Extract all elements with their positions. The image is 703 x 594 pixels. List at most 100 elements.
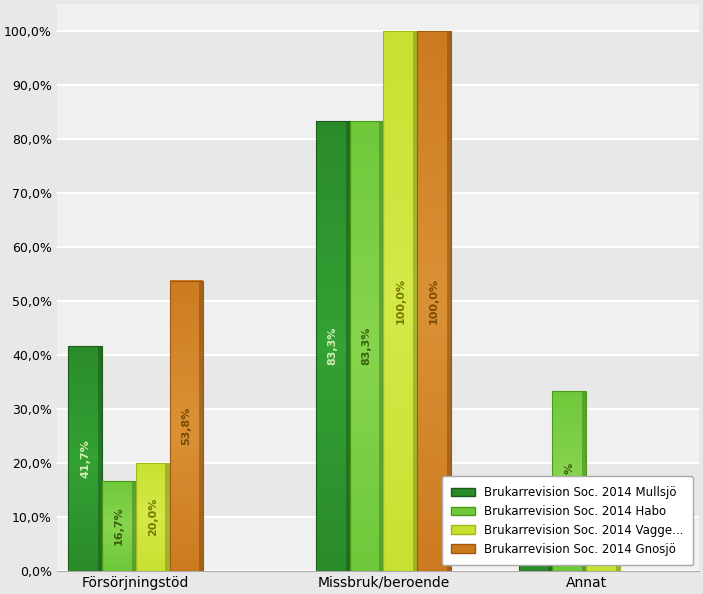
Bar — [316, 260, 349, 262]
Bar — [169, 497, 203, 499]
Bar — [418, 71, 451, 72]
Bar — [68, 457, 102, 459]
Bar — [418, 78, 451, 80]
Bar — [102, 565, 136, 567]
Bar — [553, 393, 586, 395]
Bar — [68, 558, 102, 560]
Bar — [384, 245, 418, 247]
Bar — [553, 469, 586, 471]
Bar — [418, 389, 451, 391]
Bar — [519, 529, 553, 531]
Bar — [349, 253, 384, 255]
Bar — [349, 206, 384, 208]
Bar — [316, 569, 349, 571]
Bar — [553, 435, 586, 437]
Bar — [68, 463, 102, 465]
Bar — [418, 448, 451, 450]
Bar — [169, 510, 203, 511]
Bar — [519, 517, 553, 519]
Bar — [384, 181, 418, 182]
Bar — [169, 536, 203, 539]
Bar — [418, 36, 451, 39]
Bar — [384, 146, 418, 148]
Bar — [349, 564, 384, 565]
Bar — [68, 346, 102, 347]
Text: 20,0%: 20,0% — [148, 498, 157, 536]
Bar — [384, 415, 418, 416]
Bar — [169, 531, 203, 533]
Bar — [349, 388, 384, 390]
Bar — [68, 349, 102, 351]
Bar — [553, 536, 586, 538]
Bar — [349, 269, 384, 271]
Bar — [519, 567, 553, 569]
Bar — [586, 555, 620, 557]
Bar — [553, 404, 586, 406]
Bar — [553, 399, 586, 400]
Bar — [102, 536, 136, 539]
Bar — [384, 551, 418, 553]
Bar — [169, 311, 203, 313]
Bar — [136, 555, 169, 557]
Bar — [418, 466, 451, 469]
Bar — [418, 186, 451, 188]
Bar — [418, 222, 451, 224]
Bar — [169, 551, 203, 553]
Bar — [136, 567, 169, 569]
Bar — [136, 548, 169, 549]
Bar — [316, 264, 349, 266]
Bar — [169, 381, 203, 383]
Bar — [316, 314, 349, 317]
Bar — [418, 549, 451, 551]
Bar — [349, 156, 384, 157]
Bar — [384, 362, 418, 364]
Bar — [169, 564, 203, 565]
Bar — [136, 513, 169, 515]
Bar — [169, 468, 203, 470]
Bar — [384, 71, 418, 72]
Bar — [68, 366, 102, 368]
Bar — [418, 301, 451, 303]
Bar — [384, 466, 418, 469]
Bar — [169, 324, 203, 326]
Bar — [68, 546, 102, 548]
Bar — [349, 127, 384, 128]
Bar — [349, 312, 384, 315]
Bar — [68, 526, 102, 527]
Bar — [519, 519, 553, 520]
Bar — [169, 489, 203, 492]
Bar — [316, 426, 349, 428]
Bar — [384, 483, 418, 485]
Bar — [316, 565, 349, 567]
Bar — [418, 130, 451, 132]
Bar — [384, 560, 418, 562]
Bar — [418, 434, 451, 436]
Bar — [418, 459, 451, 461]
Bar — [384, 182, 418, 184]
Bar — [136, 510, 169, 511]
Bar — [68, 355, 102, 356]
Bar — [316, 173, 349, 175]
Bar — [136, 511, 169, 513]
Bar — [102, 549, 136, 551]
Bar — [384, 416, 418, 418]
Bar — [57, 517, 699, 571]
Bar — [384, 99, 418, 102]
Bar — [519, 490, 553, 492]
Bar — [316, 470, 349, 472]
Bar — [384, 123, 418, 125]
Bar — [349, 291, 384, 293]
Bar — [418, 499, 451, 501]
Bar — [418, 393, 451, 394]
Bar — [519, 481, 553, 483]
Bar — [384, 216, 418, 218]
Bar — [418, 256, 451, 258]
Bar — [316, 503, 349, 504]
Bar — [169, 535, 203, 537]
Bar — [418, 166, 451, 168]
Bar — [553, 544, 586, 545]
Bar — [553, 449, 586, 451]
Bar — [349, 428, 384, 430]
Bar — [349, 385, 384, 387]
Bar — [316, 201, 349, 203]
